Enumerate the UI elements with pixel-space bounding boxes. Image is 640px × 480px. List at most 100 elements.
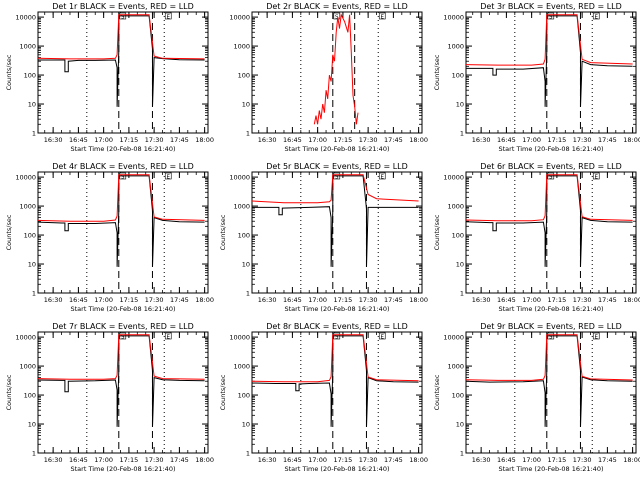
- events-series-line: [466, 15, 633, 107]
- marker-box: [164, 12, 172, 20]
- y-tick-label: 100: [24, 392, 36, 400]
- panel-det-6r: Det 6r BLACK = Events, RED = LLD 1 10 100 10…: [433, 162, 640, 313]
- y-tick-label: 1000: [233, 43, 250, 51]
- y-tick-label: 10000: [229, 14, 250, 22]
- x-tick-label: 16:30: [44, 136, 63, 144]
- marker-label: E: [594, 334, 598, 340]
- y-tick-label: 1: [460, 450, 464, 458]
- y-tick-label: 1: [32, 130, 36, 138]
- x-tick-label: 17:30: [573, 136, 592, 144]
- marker-label: E: [380, 334, 384, 340]
- events-series-line: [252, 335, 419, 427]
- events-series-line: [38, 335, 205, 427]
- x-tick-label: 17:30: [145, 456, 164, 464]
- x-tick-label: 18:00: [195, 296, 214, 304]
- y-tick-label: 100: [452, 232, 464, 240]
- marker-box: [592, 172, 600, 180]
- panel-det-9r: Det 9r BLACK = Events, RED = LLD 1 10 100 10…: [433, 322, 640, 473]
- marker-label: E: [594, 14, 598, 20]
- x-tick-label: 17:30: [573, 296, 592, 304]
- x-axis-label: Start Time (20-Feb-08 16:21:40): [285, 305, 390, 313]
- y-axis-label: Counts/sec: [219, 214, 227, 250]
- y-tick-label: 10: [456, 101, 464, 109]
- x-tick-label: 17:15: [334, 296, 353, 304]
- y-tick-label: 10: [456, 261, 464, 269]
- y-tick-label: 1: [460, 130, 464, 138]
- x-tick-label: 18:00: [623, 456, 640, 464]
- marker-box: [164, 172, 172, 180]
- x-tick-label: 17:00: [94, 456, 113, 464]
- panel-det-8r: Det 8r BLACK = Events, RED = LLD 1 10 100 10…: [219, 322, 428, 473]
- x-tick-label: 17:45: [598, 456, 617, 464]
- marker-label: E: [380, 174, 384, 180]
- y-tick-label: 100: [238, 72, 250, 80]
- y-axis-label: Counts/sec: [5, 54, 13, 90]
- marker-box: [378, 332, 386, 340]
- plot-frame: [251, 11, 423, 134]
- y-tick-label: 10: [28, 421, 36, 429]
- x-tick-label: 16:30: [258, 456, 277, 464]
- x-tick-label: 17:30: [359, 136, 378, 144]
- x-tick-label: 17:15: [120, 296, 139, 304]
- plot-frame: [251, 171, 423, 294]
- events-series-line: [252, 175, 419, 267]
- x-tick-label: 17:00: [308, 296, 327, 304]
- y-tick-label: 10: [28, 261, 36, 269]
- lld-series-line: [252, 174, 419, 204]
- x-tick-label: 18:00: [409, 296, 428, 304]
- lld-series-line: [38, 14, 205, 60]
- y-tick-label: 10000: [15, 334, 36, 342]
- marker-box: [333, 12, 341, 20]
- x-tick-label: 16:45: [497, 296, 516, 304]
- x-tick-label: 17:30: [359, 296, 378, 304]
- x-tick-label: 18:00: [623, 296, 640, 304]
- y-axis-label: Counts/sec: [433, 374, 441, 410]
- x-tick-label: 16:45: [69, 296, 88, 304]
- x-tick-label: 17:00: [308, 456, 327, 464]
- y-tick-label: 1: [246, 130, 250, 138]
- marker-box: [164, 332, 172, 340]
- y-tick-label: 1000: [447, 43, 464, 51]
- x-axis-label: Start Time (20-Feb-08 16:21:40): [499, 305, 604, 313]
- x-tick-label: 17:00: [94, 296, 113, 304]
- x-tick-label: 16:30: [44, 296, 63, 304]
- y-tick-label: 100: [24, 72, 36, 80]
- y-tick-label: 10: [242, 261, 250, 269]
- x-tick-label: 16:30: [44, 456, 63, 464]
- marker-label: S: [121, 174, 125, 180]
- marker-label: S: [549, 334, 553, 340]
- x-axis-label: Start Time (20-Feb-08 16:21:40): [71, 465, 176, 473]
- marker-box: [378, 172, 386, 180]
- panel-det-5r: Det 5r BLACK = Events, RED = LLD 1 10 100 10…: [219, 162, 428, 313]
- marker-label: S: [549, 14, 553, 20]
- x-tick-label: 17:45: [384, 456, 403, 464]
- x-tick-label: 17:00: [522, 456, 541, 464]
- x-tick-label: 18:00: [409, 136, 428, 144]
- y-tick-label: 1000: [233, 203, 250, 211]
- y-tick-label: 1: [246, 290, 250, 298]
- y-tick-label: 10000: [443, 334, 464, 342]
- x-tick-label: 16:45: [69, 136, 88, 144]
- panel-det-4r: Det 4r BLACK = Events, RED = LLD 1 10 100 10…: [5, 162, 214, 313]
- y-tick-label: 1: [460, 290, 464, 298]
- x-tick-label: 16:45: [283, 456, 302, 464]
- y-axis-label: Counts/sec: [219, 374, 227, 410]
- x-axis-label: Start Time (20-Feb-08 16:21:40): [285, 465, 390, 473]
- panel-title: Det 1r BLACK = Events, RED = LLD: [52, 2, 194, 11]
- lld-series-line: [466, 174, 633, 222]
- x-tick-label: 17:15: [334, 456, 353, 464]
- x-tick-label: 16:30: [472, 456, 491, 464]
- y-tick-label: 1000: [19, 43, 36, 51]
- y-tick-label: 10000: [443, 14, 464, 22]
- y-axis-label: Counts/sec: [433, 54, 441, 90]
- x-tick-label: 17:00: [522, 296, 541, 304]
- x-tick-label: 17:30: [145, 296, 164, 304]
- x-tick-label: 17:30: [573, 456, 592, 464]
- panel-det-2r: Det 2r BLACK = Events, RED = LLD 1 10 100 10…: [229, 2, 428, 153]
- x-tick-label: 17:45: [598, 296, 617, 304]
- panel-title: Det 6r BLACK = Events, RED = LLD: [480, 162, 622, 171]
- y-axis-label: Counts/sec: [5, 374, 13, 410]
- panel-title: Det 8r BLACK = Events, RED = LLD: [266, 322, 408, 331]
- lld-series-line: [38, 334, 205, 380]
- marker-label: S: [121, 14, 125, 20]
